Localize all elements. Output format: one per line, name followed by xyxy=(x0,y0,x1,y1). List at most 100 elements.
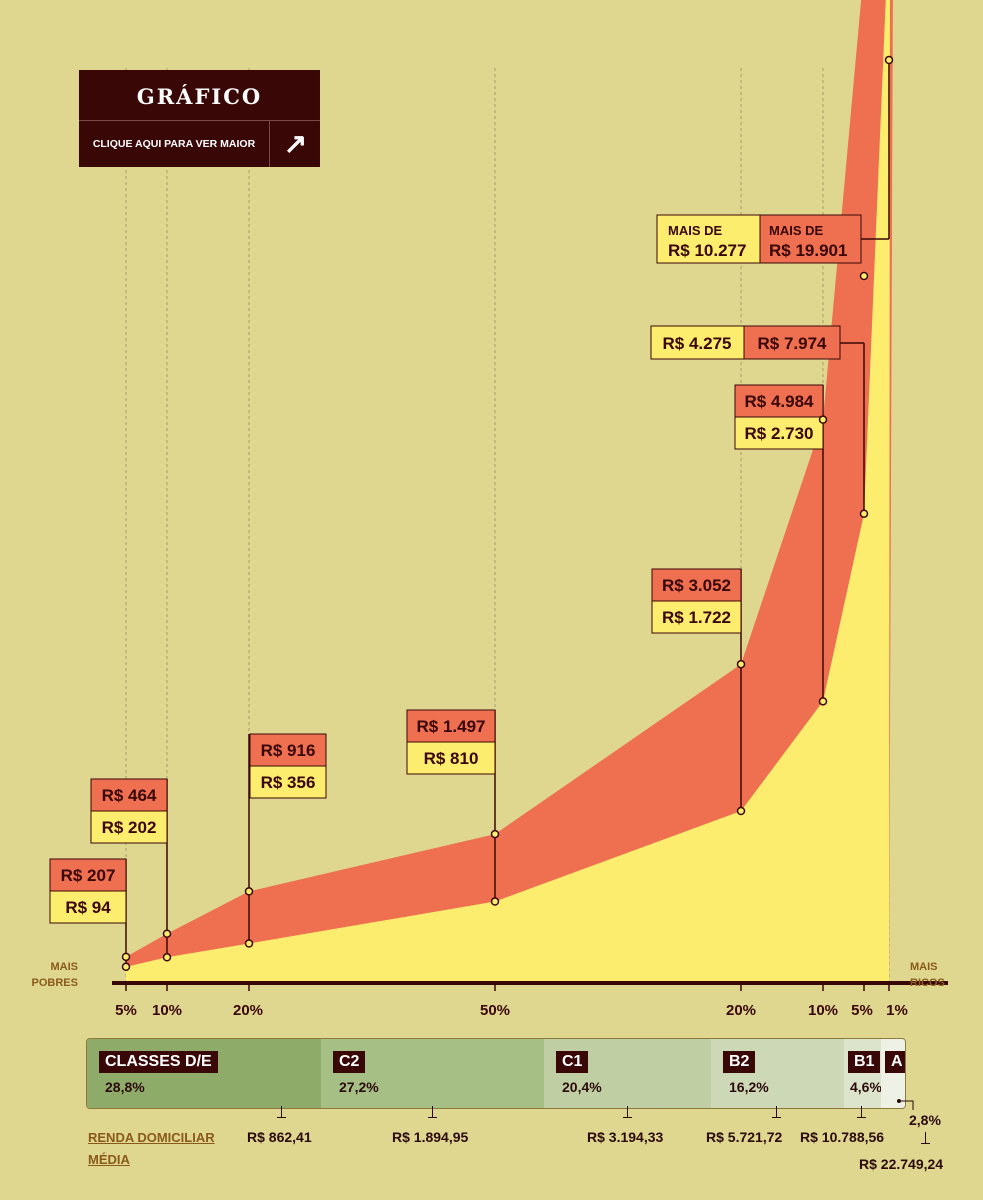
point-yellow-5 xyxy=(818,697,828,706)
label-box-red-5 xyxy=(734,384,824,418)
renda-label-line1: RENDA DOMICILIAR xyxy=(88,1130,215,1145)
button-title: GRÁFICO xyxy=(79,70,320,121)
point-red-5 xyxy=(818,415,828,424)
income-tick-c1 xyxy=(623,1106,632,1118)
data-label-yellow-3: R$ 810 xyxy=(424,749,479,768)
class-pct-de: 28,8% xyxy=(105,1079,145,1095)
label-prefix-red-7: MAIS DE xyxy=(769,223,824,238)
label-box-yellow-2 xyxy=(249,765,327,799)
class-pct-b1: 4,6% xyxy=(850,1079,882,1095)
label-box-yellow-4 xyxy=(651,600,742,634)
label-box-yellow-0 xyxy=(49,890,127,924)
class-tag-a: A xyxy=(885,1051,905,1073)
data-label-red-2: R$ 916 xyxy=(261,741,316,760)
button-subtitle: CLIQUE AQUI PARA VER MAIOR xyxy=(92,138,256,150)
renda-label: RENDA DOMICILIAR MÉDIA xyxy=(88,1127,215,1171)
x-tick-label-1: 10% xyxy=(152,1002,182,1019)
label-box-red-0 xyxy=(49,858,127,892)
label-box-yellow-3 xyxy=(406,741,496,775)
data-label-yellow-6: R$ 4.275 xyxy=(663,334,732,353)
point-red-2 xyxy=(244,887,254,896)
point-yellow-2 xyxy=(244,939,254,948)
point-yellow-6 xyxy=(859,509,869,518)
x-tick-label-5: 10% xyxy=(808,1002,838,1019)
income-tick-de xyxy=(277,1106,286,1118)
point-red-0 xyxy=(121,952,131,962)
enlarge-button[interactable]: GRÁFICO CLIQUE AQUI PARA VER MAIOR ↗ xyxy=(79,70,320,167)
data-label-yellow-5: R$ 2.730 xyxy=(745,424,814,443)
label-box-yellow-6 xyxy=(650,325,745,360)
x-tick-label-7: 1% xyxy=(886,1002,908,1019)
label-box-red-2 xyxy=(249,733,327,767)
series-area-red xyxy=(126,0,893,983)
point-red-4 xyxy=(736,659,746,669)
label-box-yellow-5 xyxy=(734,416,824,450)
point-red-3 xyxy=(490,829,500,839)
data-label-red-1: R$ 464 xyxy=(102,786,157,805)
class-tag-b2: B2 xyxy=(723,1051,756,1073)
class-tag-c1: C1 xyxy=(556,1051,589,1073)
point-yellow-1 xyxy=(162,953,172,962)
class-pct-b2: 16,2% xyxy=(729,1079,769,1095)
data-label-yellow-1: R$ 202 xyxy=(102,818,157,837)
class-tag-c2: C2 xyxy=(333,1051,366,1073)
income-tick-a xyxy=(921,1132,930,1144)
point-yellow-3 xyxy=(490,897,500,906)
data-label-red-0: R$ 207 xyxy=(61,866,116,885)
class-pct-c2: 27,2% xyxy=(339,1079,379,1095)
income-b1: R$ 10.788,56 xyxy=(800,1129,885,1145)
income-b2: R$ 5.721,72 xyxy=(706,1129,783,1145)
class-segment-b2: B2 16,2% xyxy=(711,1039,844,1108)
x-tick-label-3: 50% xyxy=(480,1002,510,1019)
axis-left-label-2: POBRES xyxy=(32,977,78,989)
data-label-red-4: R$ 3.052 xyxy=(662,576,731,595)
income-de: R$ 862,41 xyxy=(247,1129,312,1145)
point-red-7 xyxy=(884,55,894,65)
point-yellow-0 xyxy=(121,962,131,972)
label-box-red-4 xyxy=(651,568,742,602)
data-label-red-5: R$ 4.984 xyxy=(745,392,815,411)
series-area-yellow xyxy=(126,0,890,983)
axis-right-label-2: RICOS xyxy=(910,977,945,989)
classes-bar: CLASSES D/E 28,8% C2 27,2% C1 20,4% B2 1… xyxy=(86,1038,906,1109)
x-tick-label-2: 20% xyxy=(233,1002,263,1019)
class-pct-c1: 20,4% xyxy=(562,1079,602,1095)
x-tick-label-4: 20% xyxy=(726,1002,756,1019)
data-label-yellow-4: R$ 1.722 xyxy=(662,608,731,627)
class-a-leader xyxy=(897,1099,914,1110)
label-box-red-1 xyxy=(90,778,168,812)
income-tick-b1 xyxy=(857,1106,866,1118)
axis-right-label-1: MAIS xyxy=(910,961,938,973)
income-c1: R$ 3.194,33 xyxy=(587,1129,664,1145)
data-label-yellow-0: R$ 94 xyxy=(65,898,111,917)
label-box-red-3 xyxy=(406,709,496,743)
renda-label-line2: MÉDIA xyxy=(88,1152,130,1167)
label-prefix-yellow-7: MAIS DE xyxy=(668,223,723,238)
class-tag-b1: B1 xyxy=(848,1051,881,1073)
income-c2: R$ 1.894,95 xyxy=(392,1129,469,1145)
data-label-red-3: R$ 1.497 xyxy=(417,717,486,736)
income-a: R$ 22.749,24 xyxy=(859,1156,944,1172)
class-segment-c1: C1 20,4% xyxy=(544,1039,711,1108)
arrow-icon: ↗ xyxy=(269,121,321,167)
class-tag-de: CLASSES D/E xyxy=(99,1051,218,1073)
axis-left-label-1: MAIS xyxy=(51,961,79,973)
class-pct-a: 2,8% xyxy=(909,1112,941,1128)
label-box-yellow-7 xyxy=(656,214,761,264)
class-segment-b1: B1 4,6% xyxy=(844,1039,882,1108)
data-label-red-6: R$ 7.974 xyxy=(758,334,828,353)
income-tick-c2 xyxy=(428,1106,437,1118)
data-label-yellow-7: R$ 10.277 xyxy=(668,241,746,260)
label-box-red-6 xyxy=(743,325,841,360)
data-label-red-7: R$ 19.901 xyxy=(769,241,847,260)
point-yellow-4 xyxy=(736,806,746,816)
income-chart: R$ 207 R$ 94 R$ 464 R$ 202 R$ 916 R$ 356 R$ 1.… xyxy=(32,0,948,1019)
income-tick-b2 xyxy=(772,1106,781,1118)
point-red-1 xyxy=(162,929,172,938)
label-box-yellow-1 xyxy=(90,810,168,844)
data-label-yellow-2: R$ 356 xyxy=(261,773,316,792)
class-segment-a: A xyxy=(881,1039,905,1108)
x-tick-label-0: 5% xyxy=(115,1002,137,1019)
class-segment-de: CLASSES D/E 28,8% xyxy=(87,1039,321,1108)
label-box-red-7 xyxy=(759,214,862,264)
